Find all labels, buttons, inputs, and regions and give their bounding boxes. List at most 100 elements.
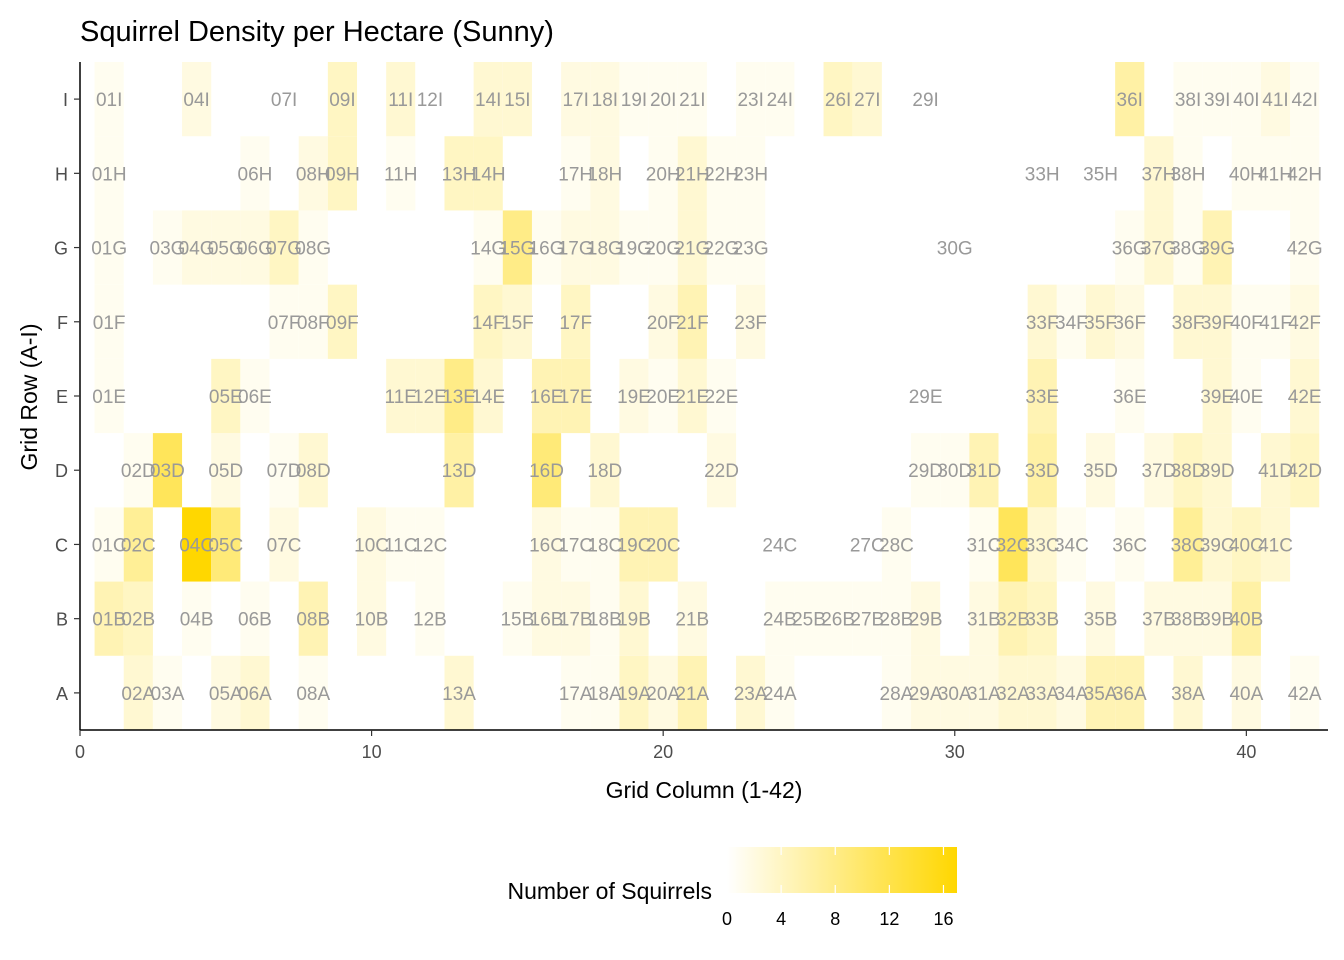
- heatmap-cell: [648, 358, 678, 434]
- cell-label: 42G: [1287, 239, 1323, 260]
- cell-label: 20G: [645, 239, 681, 260]
- heatmap-cell: [590, 581, 620, 656]
- heatmap-cell: [852, 581, 882, 656]
- heatmap-cell: [940, 210, 970, 285]
- heatmap-cell: [1144, 136, 1174, 211]
- cell-label: 20C: [646, 535, 681, 556]
- heatmap-cell: [531, 507, 562, 582]
- heatmap-cell: [648, 62, 678, 137]
- heatmap-cell: [706, 433, 737, 508]
- cell-label: 03A: [151, 684, 185, 705]
- heatmap-cell: [473, 210, 503, 285]
- heatmap-cell: [1290, 284, 1320, 359]
- cell-label: 15B: [500, 610, 534, 631]
- heatmap-cell: [648, 210, 678, 285]
- cell-label: 41C: [1258, 535, 1293, 556]
- heatmap-cell: [1027, 433, 1057, 508]
- heatmap-cell: [473, 284, 503, 359]
- heatmap-cell: [1202, 358, 1232, 434]
- cell-label: 12C: [412, 535, 447, 556]
- cell-label: 42I: [1291, 90, 1317, 111]
- cell-label: 24C: [762, 535, 797, 556]
- cell-label: 12B: [413, 610, 447, 631]
- heatmap-cell: [1115, 62, 1145, 137]
- heatmap-cell: [1231, 284, 1261, 359]
- cell-label: 33H: [1025, 164, 1060, 185]
- cell-label: 06E: [238, 387, 272, 408]
- heatmap-cell: [1027, 358, 1057, 434]
- cell-label: 23I: [737, 90, 763, 111]
- cell-label: 37H: [1141, 164, 1176, 185]
- cell-label: 07F: [268, 313, 301, 334]
- heatmap-cell: [561, 581, 591, 656]
- heatmap-cell: [415, 62, 445, 137]
- heatmap-cell: [182, 62, 212, 137]
- cell-label: 24A: [763, 684, 797, 705]
- cell-label: 23F: [734, 313, 767, 334]
- cell-label: 23A: [734, 684, 768, 705]
- heatmap-cell: [648, 507, 678, 582]
- cell-label: 18D: [587, 461, 622, 482]
- cell-label: 33E: [1025, 387, 1059, 408]
- cell-label: 16B: [530, 610, 564, 631]
- heatmap-cell: [1056, 655, 1086, 730]
- cell-label: 42H: [1287, 164, 1322, 185]
- heatmap-cell: [1115, 655, 1145, 730]
- cell-label: 22G: [704, 239, 740, 260]
- cell-label: 17F: [559, 313, 592, 334]
- cell-label: 15F: [501, 313, 534, 334]
- cell-label: 13E: [442, 387, 476, 408]
- heatmap-cell: [706, 358, 737, 434]
- heatmap-cell: [269, 210, 299, 285]
- cell-label: 28C: [879, 535, 914, 556]
- heatmap-cell: [357, 507, 387, 582]
- heatmap-cell: [969, 507, 999, 582]
- heatmap-cell: [94, 136, 124, 211]
- cell-label: 38B: [1171, 610, 1205, 631]
- cell-label: 06B: [238, 610, 272, 631]
- heatmap-cell: [415, 358, 445, 434]
- legend-tick-label: 8: [830, 909, 840, 929]
- heatmap-cell: [1260, 507, 1291, 582]
- heatmap-cell: [619, 655, 649, 730]
- cell-label: 08G: [295, 239, 331, 260]
- cell-label: 21I: [679, 90, 705, 111]
- heatmap-cell: [823, 62, 853, 137]
- cell-label: 04I: [183, 90, 209, 111]
- cell-label: 09I: [329, 90, 355, 111]
- cell-label: 04C: [179, 535, 214, 556]
- cell-label: 40A: [1229, 684, 1263, 705]
- legend-colorbar: [727, 847, 957, 893]
- cell-label: 11H: [384, 164, 417, 185]
- heatmap-cell: [123, 433, 153, 508]
- cell-label: 17H: [558, 164, 593, 185]
- heatmap-cell: [357, 581, 387, 656]
- cell-label: 21B: [675, 610, 709, 631]
- legend-tick-label: 4: [776, 909, 786, 929]
- heatmap-cell: [1027, 581, 1057, 656]
- cell-label: 26I: [825, 90, 851, 111]
- heatmap-cell: [765, 507, 795, 582]
- cell-label: 38F: [1172, 313, 1205, 334]
- cell-label: 03G: [150, 239, 186, 260]
- heatmap-cell: [590, 136, 620, 211]
- heatmap-cell: [590, 433, 620, 508]
- heatmap-cell: [561, 62, 591, 137]
- heatmap-cell: [1115, 507, 1145, 582]
- cell-label: 06G: [237, 239, 273, 260]
- heatmap-cell: [1173, 581, 1203, 656]
- cell-label: 42F: [1288, 313, 1321, 334]
- cell-label: 40F: [1230, 313, 1263, 334]
- cell-label: 06A: [238, 684, 272, 705]
- heatmap-cell: [211, 507, 241, 582]
- heatmap-cell: [1173, 284, 1203, 359]
- cell-label: 19G: [616, 239, 652, 260]
- cell-label: 15I: [504, 90, 530, 111]
- cell-label: 24B: [763, 610, 797, 631]
- cell-label: 38D: [1171, 461, 1206, 482]
- cell-label: 35B: [1084, 610, 1118, 631]
- cell-label: 19B: [617, 610, 651, 631]
- heatmap-cell: [619, 507, 649, 582]
